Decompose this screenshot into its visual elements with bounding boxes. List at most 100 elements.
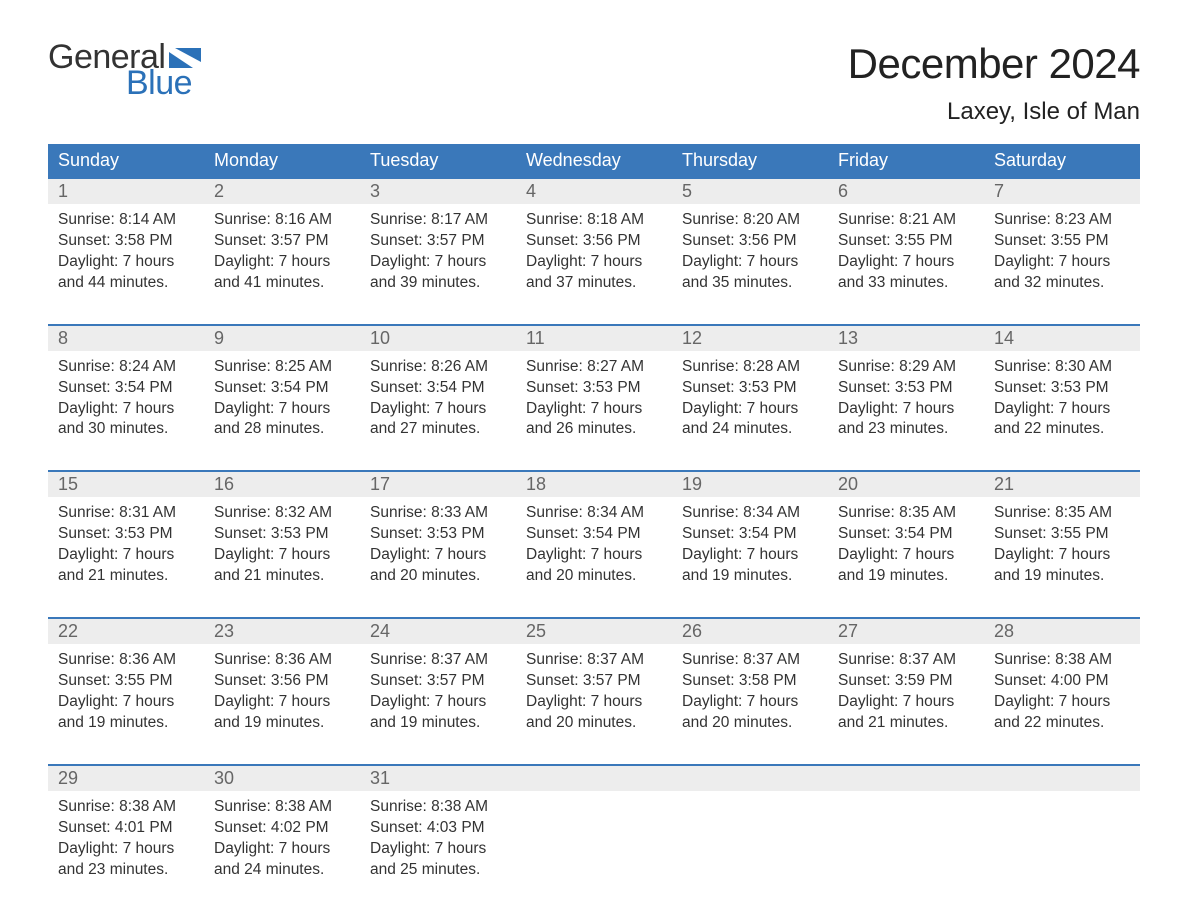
day-number: 10 <box>360 326 516 351</box>
day-number <box>984 766 1140 791</box>
daynum-row: 1234567 <box>48 179 1140 204</box>
sunset-line: Sunset: 3:57 PM <box>214 231 350 252</box>
daylight-line-2: and 39 minutes. <box>370 273 506 294</box>
dayhead-thursday: Thursday <box>672 144 828 177</box>
day-cell: Sunrise: 8:14 AMSunset: 3:58 PMDaylight:… <box>48 204 204 298</box>
sunset-line: Sunset: 3:57 PM <box>526 671 662 692</box>
day-cell: Sunrise: 8:25 AMSunset: 3:54 PMDaylight:… <box>204 351 360 445</box>
day-cell: Sunrise: 8:24 AMSunset: 3:54 PMDaylight:… <box>48 351 204 445</box>
daylight-line-2: and 27 minutes. <box>370 419 506 440</box>
day-number: 29 <box>48 766 204 791</box>
daylight-line-1: Daylight: 7 hours <box>214 545 350 566</box>
sunrise-line: Sunrise: 8:38 AM <box>58 797 194 818</box>
sunset-line: Sunset: 3:53 PM <box>214 524 350 545</box>
day-number: 5 <box>672 179 828 204</box>
day-cell <box>672 791 828 885</box>
sunset-line: Sunset: 3:54 PM <box>526 524 662 545</box>
sunrise-line: Sunrise: 8:25 AM <box>214 357 350 378</box>
day-number <box>828 766 984 791</box>
sunrise-line: Sunrise: 8:27 AM <box>526 357 662 378</box>
day-cell <box>828 791 984 885</box>
sunset-line: Sunset: 4:01 PM <box>58 818 194 839</box>
daylight-line-1: Daylight: 7 hours <box>682 252 818 273</box>
page-header: General Blue December 2024 Laxey, Isle o… <box>48 40 1140 126</box>
daynum-row: 22232425262728 <box>48 619 1140 644</box>
day-cell: Sunrise: 8:28 AMSunset: 3:53 PMDaylight:… <box>672 351 828 445</box>
day-number: 15 <box>48 472 204 497</box>
sunset-line: Sunset: 3:54 PM <box>682 524 818 545</box>
day-cell: Sunrise: 8:18 AMSunset: 3:56 PMDaylight:… <box>516 204 672 298</box>
sunrise-line: Sunrise: 8:37 AM <box>682 650 818 671</box>
day-cell: Sunrise: 8:21 AMSunset: 3:55 PMDaylight:… <box>828 204 984 298</box>
day-cell: Sunrise: 8:35 AMSunset: 3:55 PMDaylight:… <box>984 497 1140 591</box>
sunset-line: Sunset: 3:56 PM <box>682 231 818 252</box>
day-cell: Sunrise: 8:37 AMSunset: 3:57 PMDaylight:… <box>516 644 672 738</box>
day-number: 1 <box>48 179 204 204</box>
sunrise-line: Sunrise: 8:26 AM <box>370 357 506 378</box>
sunset-line: Sunset: 3:59 PM <box>838 671 974 692</box>
daylight-line-1: Daylight: 7 hours <box>214 399 350 420</box>
sunrise-line: Sunrise: 8:29 AM <box>838 357 974 378</box>
day-number: 3 <box>360 179 516 204</box>
daylight-line-1: Daylight: 7 hours <box>370 545 506 566</box>
daylight-line-2: and 33 minutes. <box>838 273 974 294</box>
sunset-line: Sunset: 3:53 PM <box>526 378 662 399</box>
week-row: 293031Sunrise: 8:38 AMSunset: 4:01 PMDay… <box>48 764 1140 885</box>
sunrise-line: Sunrise: 8:35 AM <box>994 503 1130 524</box>
daynum-row: 293031 <box>48 766 1140 791</box>
day-cell <box>984 791 1140 885</box>
day-number: 27 <box>828 619 984 644</box>
title-block: December 2024 Laxey, Isle of Man <box>848 40 1140 126</box>
sunrise-line: Sunrise: 8:28 AM <box>682 357 818 378</box>
sunrise-line: Sunrise: 8:36 AM <box>214 650 350 671</box>
day-cell: Sunrise: 8:27 AMSunset: 3:53 PMDaylight:… <box>516 351 672 445</box>
calendar: Sunday Monday Tuesday Wednesday Thursday… <box>48 144 1140 884</box>
day-number <box>672 766 828 791</box>
sunset-line: Sunset: 3:53 PM <box>58 524 194 545</box>
day-number: 8 <box>48 326 204 351</box>
brand-word2: Blue <box>126 66 201 100</box>
daylight-line-2: and 19 minutes. <box>682 566 818 587</box>
day-number: 21 <box>984 472 1140 497</box>
day-cell: Sunrise: 8:20 AMSunset: 3:56 PMDaylight:… <box>672 204 828 298</box>
sunset-line: Sunset: 3:54 PM <box>58 378 194 399</box>
daylight-line-2: and 37 minutes. <box>526 273 662 294</box>
daylight-line-1: Daylight: 7 hours <box>838 399 974 420</box>
daylight-line-2: and 35 minutes. <box>682 273 818 294</box>
sunset-line: Sunset: 3:56 PM <box>214 671 350 692</box>
daylight-line-2: and 20 minutes. <box>370 566 506 587</box>
daylight-line-2: and 24 minutes. <box>682 419 818 440</box>
day-number: 26 <box>672 619 828 644</box>
daylight-line-2: and 41 minutes. <box>214 273 350 294</box>
day-cell: Sunrise: 8:36 AMSunset: 3:55 PMDaylight:… <box>48 644 204 738</box>
sunrise-line: Sunrise: 8:20 AM <box>682 210 818 231</box>
daylight-line-1: Daylight: 7 hours <box>58 545 194 566</box>
day-number: 16 <box>204 472 360 497</box>
day-cell: Sunrise: 8:35 AMSunset: 3:54 PMDaylight:… <box>828 497 984 591</box>
sunrise-line: Sunrise: 8:35 AM <box>838 503 974 524</box>
day-cell: Sunrise: 8:36 AMSunset: 3:56 PMDaylight:… <box>204 644 360 738</box>
week-row: 891011121314Sunrise: 8:24 AMSunset: 3:54… <box>48 324 1140 445</box>
sunset-line: Sunset: 4:00 PM <box>994 671 1130 692</box>
day-number: 17 <box>360 472 516 497</box>
sunset-line: Sunset: 3:54 PM <box>370 378 506 399</box>
sunrise-line: Sunrise: 8:17 AM <box>370 210 506 231</box>
sunrise-line: Sunrise: 8:18 AM <box>526 210 662 231</box>
daylight-line-2: and 19 minutes. <box>838 566 974 587</box>
day-number: 22 <box>48 619 204 644</box>
daylight-line-2: and 44 minutes. <box>58 273 194 294</box>
daylight-line-2: and 32 minutes. <box>994 273 1130 294</box>
day-header-row: Sunday Monday Tuesday Wednesday Thursday… <box>48 144 1140 177</box>
daylight-line-2: and 26 minutes. <box>526 419 662 440</box>
daylight-line-1: Daylight: 7 hours <box>994 252 1130 273</box>
daylight-line-2: and 23 minutes. <box>838 419 974 440</box>
daylight-line-1: Daylight: 7 hours <box>58 839 194 860</box>
sunset-line: Sunset: 4:02 PM <box>214 818 350 839</box>
sunrise-line: Sunrise: 8:38 AM <box>214 797 350 818</box>
sunrise-line: Sunrise: 8:21 AM <box>838 210 974 231</box>
day-cell: Sunrise: 8:38 AMSunset: 4:01 PMDaylight:… <box>48 791 204 885</box>
daylight-line-1: Daylight: 7 hours <box>526 545 662 566</box>
dayhead-sunday: Sunday <box>48 144 204 177</box>
day-cell: Sunrise: 8:16 AMSunset: 3:57 PMDaylight:… <box>204 204 360 298</box>
sunrise-line: Sunrise: 8:24 AM <box>58 357 194 378</box>
